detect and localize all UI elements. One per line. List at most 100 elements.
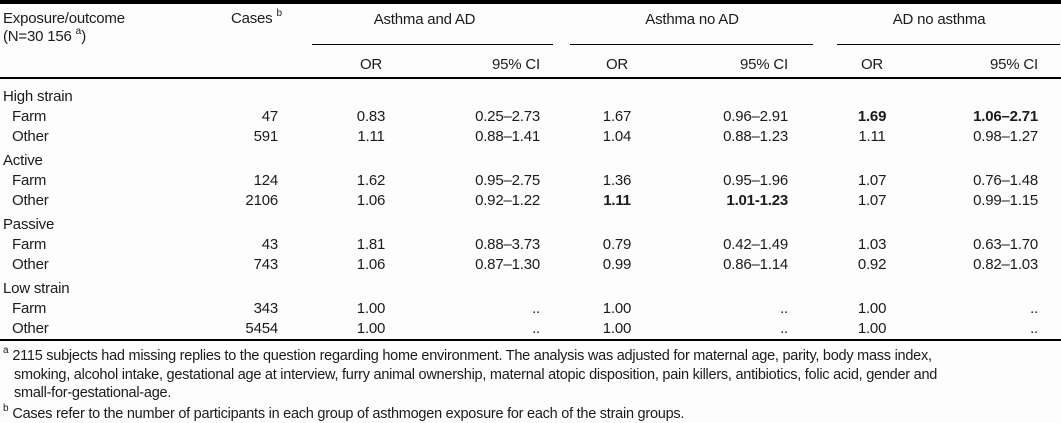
- cases-header: Cases b: [200, 2, 282, 78]
- row-label: Other: [0, 319, 200, 340]
- or-subheader: OR: [567, 46, 667, 78]
- table-header: Exposure/outcome (N=30 156 a) Cases b As…: [0, 2, 1061, 78]
- or-value: 1.06: [282, 255, 460, 275]
- or-value: 1.11: [817, 127, 927, 147]
- or-value: 1.00: [282, 299, 460, 319]
- cases-value: 47: [200, 107, 282, 127]
- cases-value: 591: [200, 127, 282, 147]
- ci-value: 0.96–2.91: [667, 107, 817, 127]
- exposure-header-line1: Exposure/outcome: [3, 10, 200, 28]
- ci-value: 0.63–1.70: [927, 235, 1061, 255]
- group-header-asthma-and-ad: Asthma and AD: [282, 2, 567, 46]
- row-label: Farm: [0, 235, 200, 255]
- ci-subheader: 95% CI: [667, 46, 817, 78]
- ci-value: 0.99–1.15: [927, 191, 1061, 211]
- ci-value: 0.25–2.73: [460, 107, 567, 127]
- section-label: Active: [0, 147, 1061, 171]
- or-value: 1.69: [817, 107, 927, 127]
- row-label: Farm: [0, 171, 200, 191]
- ci-value: ..: [460, 319, 567, 340]
- or-value: 1.00: [817, 299, 927, 319]
- table-row: Other 743 1.06 0.87–1.30 0.99 0.86–1.14 …: [0, 255, 1061, 275]
- or-value: 0.79: [567, 235, 667, 255]
- or-value: 1.11: [282, 127, 460, 147]
- ci-value: ..: [667, 319, 817, 340]
- section-label: High strain: [0, 78, 1061, 107]
- cases-value: 343: [200, 299, 282, 319]
- ci-subheader: 95% CI: [460, 46, 567, 78]
- ci-value: 1.01-1.23: [667, 191, 817, 211]
- section-label: Passive: [0, 211, 1061, 235]
- footnote-a-marker: a: [3, 345, 9, 356]
- group-header-asthma-no-ad: Asthma no AD: [567, 2, 817, 46]
- cases-value: 5454: [200, 319, 282, 340]
- cases-value: 43: [200, 235, 282, 255]
- ci-value: 0.95–1.96: [667, 171, 817, 191]
- table-row: Farm 124 1.62 0.95–2.75 1.36 0.95–1.96 1…: [0, 171, 1061, 191]
- table-row: Farm 343 1.00 .. 1.00 .. 1.00 ..: [0, 299, 1061, 319]
- or-value: 1.07: [817, 191, 927, 211]
- footnote-a-marker: a: [76, 26, 82, 37]
- ci-value: 0.95–2.75: [460, 171, 567, 191]
- section-row-high-strain: High strain: [0, 78, 1061, 107]
- ci-value: ..: [667, 299, 817, 319]
- or-value: 1.06: [282, 191, 460, 211]
- table-row: Farm 47 0.83 0.25–2.73 1.67 0.96–2.91 1.…: [0, 107, 1061, 127]
- group-header-ad-no-asthma: AD no asthma: [817, 2, 1061, 46]
- group-spanner-rule: [837, 29, 1060, 45]
- ci-value: 0.88–1.23: [667, 127, 817, 147]
- footnotes: a 2115 subjects had missing replies to t…: [3, 347, 1061, 423]
- table-body: High strain Farm 47 0.83 0.25–2.73 1.67 …: [0, 78, 1061, 340]
- footnote-b-marker: b: [276, 8, 282, 19]
- ci-value: ..: [927, 319, 1061, 340]
- exposure-header-line2: (N=30 156 a): [3, 28, 200, 46]
- ci-value: ..: [460, 299, 567, 319]
- cases-value: 743: [200, 255, 282, 275]
- row-label: Other: [0, 127, 200, 147]
- table-row: Other 2106 1.06 0.92–1.22 1.11 1.01-1.23…: [0, 191, 1061, 211]
- or-subheader: OR: [817, 46, 927, 78]
- or-value: 1.62: [282, 171, 460, 191]
- row-label: Farm: [0, 107, 200, 127]
- section-row-passive: Passive: [0, 211, 1061, 235]
- ci-value: 0.87–1.30: [460, 255, 567, 275]
- ci-value: 0.92–1.22: [460, 191, 567, 211]
- ci-value: 0.88–1.41: [460, 127, 567, 147]
- or-value: 0.99: [567, 255, 667, 275]
- ci-value: 0.98–1.27: [927, 127, 1061, 147]
- exposure-outcome-header: Exposure/outcome (N=30 156 a): [0, 2, 200, 78]
- ci-value: 0.86–1.14: [667, 255, 817, 275]
- ci-subheader: 95% CI: [927, 46, 1061, 78]
- or-value: 1.11: [567, 191, 667, 211]
- ci-value: 0.82–1.03: [927, 255, 1061, 275]
- or-subheader: OR: [282, 46, 460, 78]
- or-value: 1.67: [567, 107, 667, 127]
- table-row: Other 591 1.11 0.88–1.41 1.04 0.88–1.23 …: [0, 127, 1061, 147]
- ci-value: 0.76–1.48: [927, 171, 1061, 191]
- or-value: 1.36: [567, 171, 667, 191]
- or-value: 1.00: [567, 299, 667, 319]
- or-value: 0.83: [282, 107, 460, 127]
- footnote-b: b Cases refer to the number of participa…: [3, 405, 1061, 423]
- ci-value: ..: [927, 299, 1061, 319]
- or-value: 0.92: [817, 255, 927, 275]
- footnote-b-marker: b: [3, 403, 9, 414]
- or-value: 1.07: [817, 171, 927, 191]
- or-value: 1.03: [817, 235, 927, 255]
- footnote-a-line1: a 2115 subjects had missing replies to t…: [3, 347, 1061, 366]
- table-row: Farm 43 1.81 0.88–3.73 0.79 0.42–1.49 1.…: [0, 235, 1061, 255]
- row-label: Other: [0, 255, 200, 275]
- or-value: 1.00: [282, 319, 460, 340]
- or-value: 1.04: [567, 127, 667, 147]
- section-label: Low strain: [0, 275, 1061, 299]
- odds-ratio-table: Exposure/outcome (N=30 156 a) Cases b As…: [0, 0, 1061, 341]
- group-spanner-rule: [570, 29, 813, 45]
- ci-value: 1.06–2.71: [927, 107, 1061, 127]
- cases-value: 2106: [200, 191, 282, 211]
- section-row-active: Active: [0, 147, 1061, 171]
- ci-value: 0.42–1.49: [667, 235, 817, 255]
- or-value: 1.81: [282, 235, 460, 255]
- row-label: Other: [0, 191, 200, 211]
- footnote-a-line2: smoking, alcohol intake, gestational age…: [3, 366, 1061, 385]
- or-value: 1.00: [817, 319, 927, 340]
